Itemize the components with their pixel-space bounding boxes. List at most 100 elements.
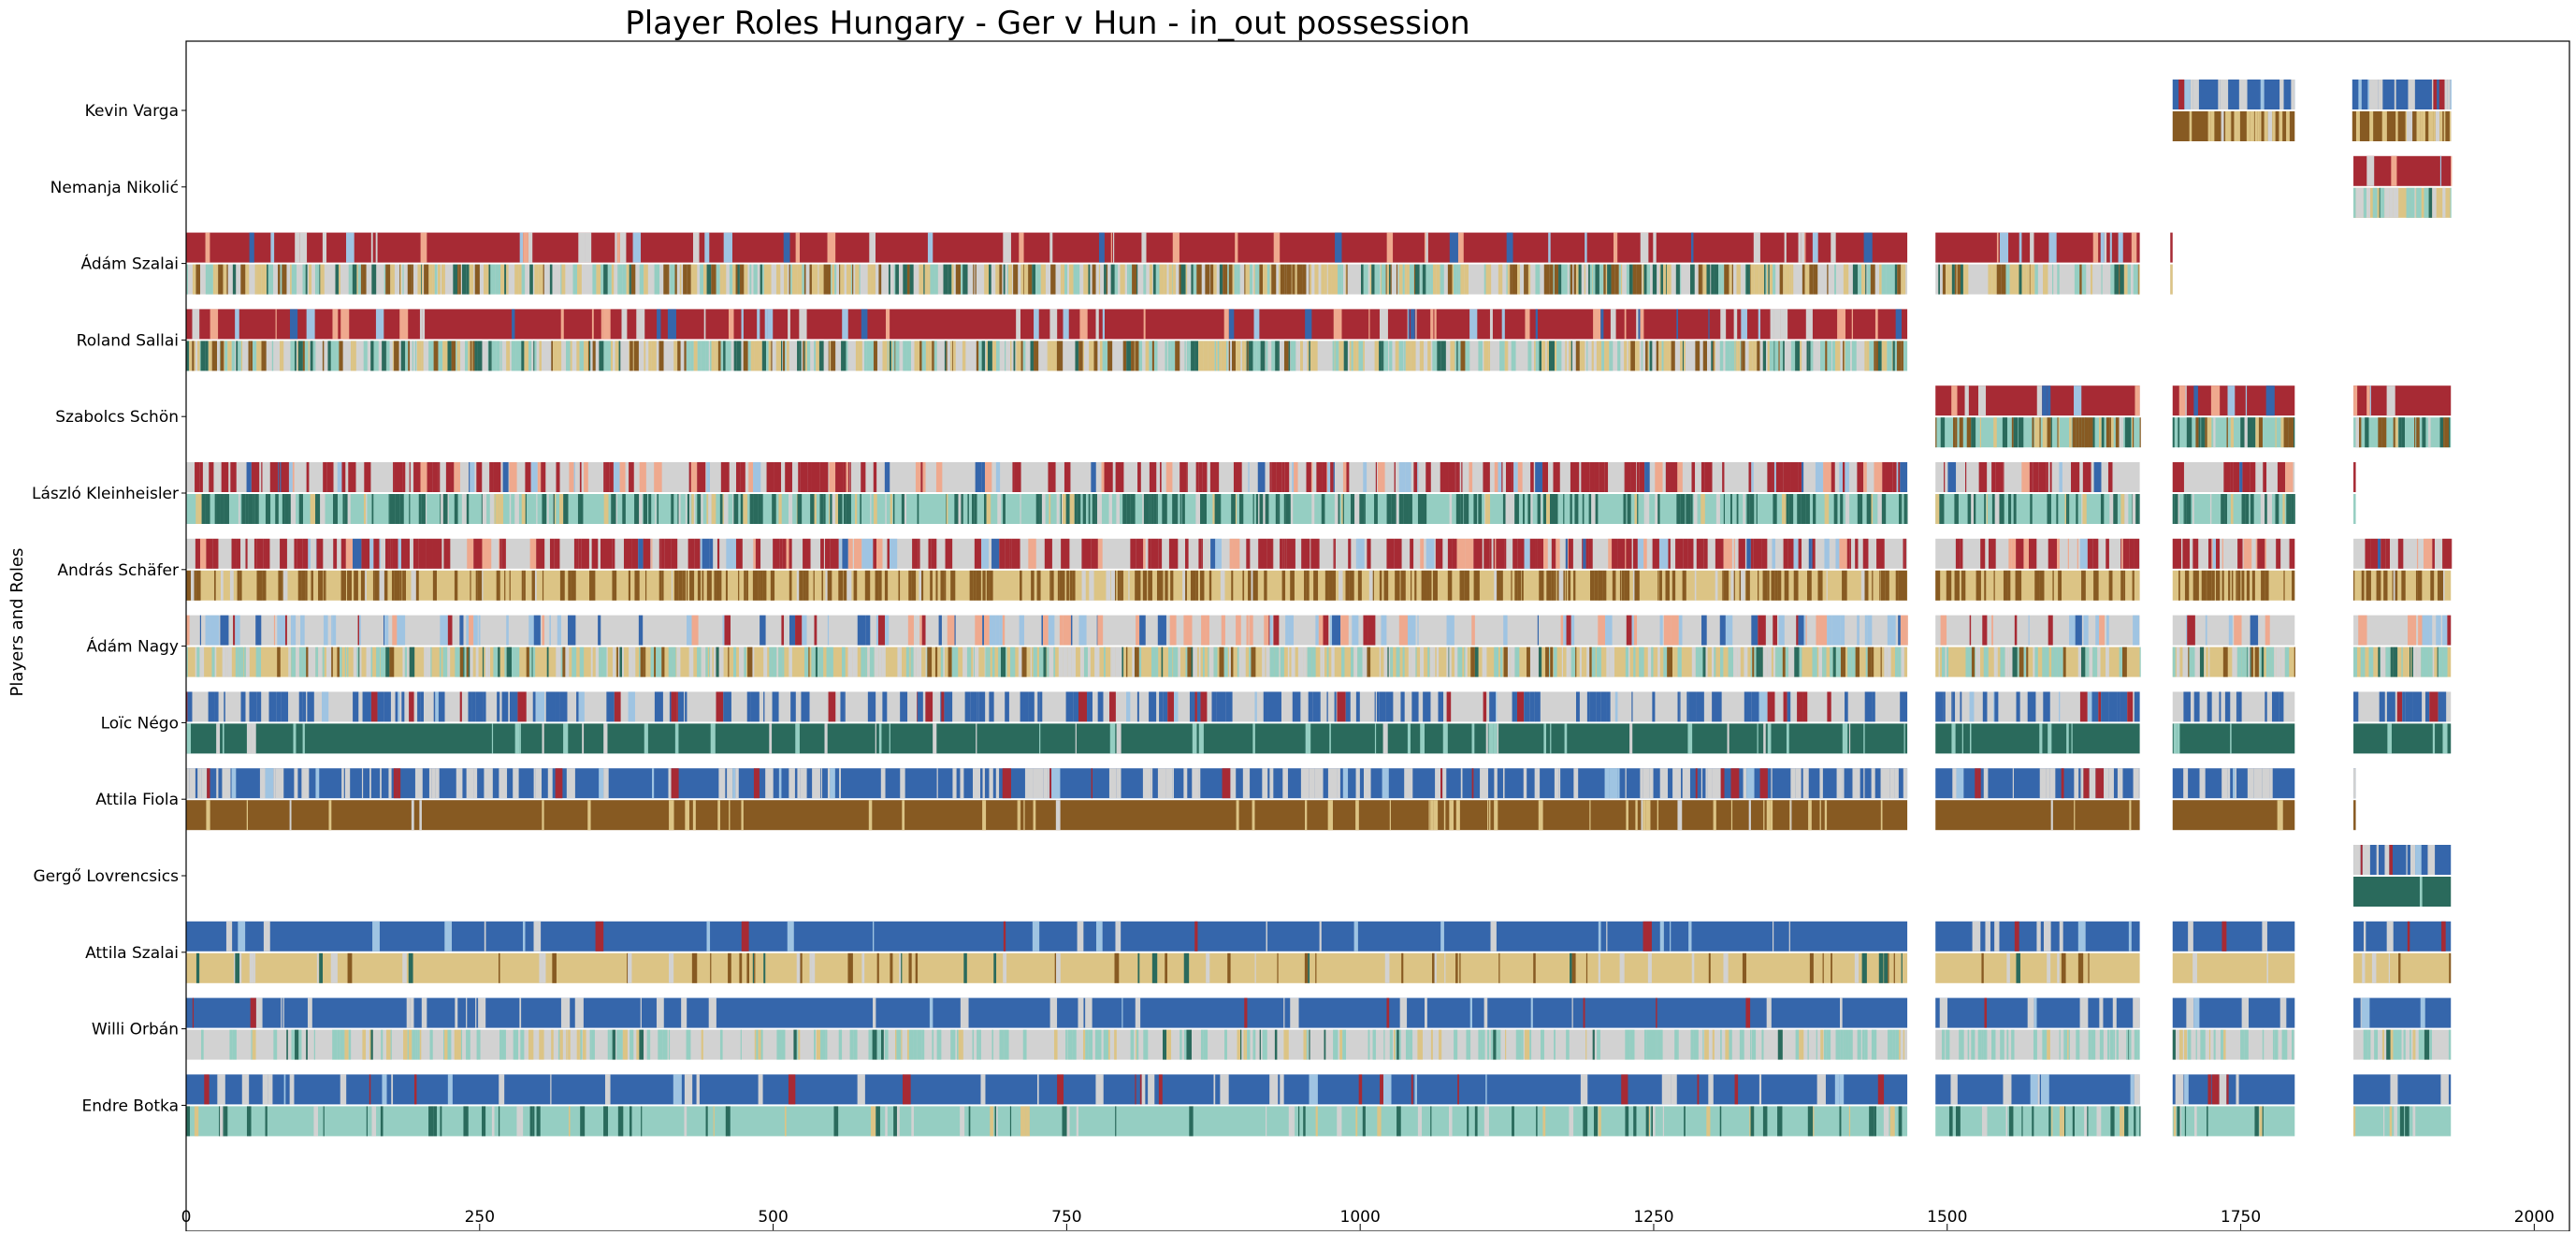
role-interval [1735,341,1737,371]
role-interval [865,647,868,677]
role-interval [1644,462,1650,492]
role-interval [1624,341,1628,371]
role-interval [1527,341,1532,371]
role-interval [1672,570,1676,601]
role-interval [988,647,991,677]
role-interval [2048,615,2053,646]
role-interval [238,647,242,677]
role-interval [958,1029,962,1060]
role-interval [1657,1029,1663,1060]
role-interval [2443,111,2446,141]
role-interval [1185,538,1189,569]
role-interval [2207,570,2212,601]
role-interval [1585,538,1589,569]
role-interval [428,264,433,295]
role-interval [1252,800,1255,831]
role-interval [995,462,1001,492]
role-interval [1639,647,1641,677]
role-interval [782,538,787,569]
role-interval [1762,570,1768,601]
role-interval [239,570,242,601]
role-interval [841,647,845,677]
role-interval [1849,1029,1853,1060]
role-interval [2286,494,2292,524]
role-interval [1179,264,1181,295]
role-interval [2189,111,2192,141]
role-interval [1831,462,1835,492]
role-interval [1887,647,1891,677]
role-interval [2369,111,2374,141]
role-interval [426,647,431,677]
role-interval [529,264,533,295]
role-interval [870,1106,876,1137]
role-interval [1489,800,1491,831]
role-interval [466,997,468,1028]
role-interval [2254,111,2258,141]
role-interval [2007,647,2010,677]
role-interval [1977,1029,1982,1060]
role-interval [690,341,694,371]
role-interval [1760,647,1763,677]
role-interval [483,691,486,722]
role-interval [989,570,993,601]
role-interval [728,952,731,983]
role-interval [1549,341,1556,371]
role-interval [1246,538,1251,569]
role-interval [928,341,931,371]
role-interval [491,1106,495,1137]
role-interval [1417,494,1424,524]
role-interval [1494,647,1499,677]
role-interval [305,647,307,677]
role-interval [673,1074,682,1105]
role-interval [896,1029,901,1060]
role-interval [2224,691,2231,722]
role-interval [1861,952,1867,983]
role-interval [702,570,704,601]
role-interval [1750,538,1754,569]
role-interval [2066,723,2069,754]
role-interval [1122,570,1123,601]
role-interval [1603,264,1606,295]
role-interval [1179,1029,1182,1060]
role-interval [469,615,474,646]
role-interval [475,997,477,1028]
role-interval [1883,341,1888,371]
role-interval [2044,647,2049,677]
role-interval [447,341,452,371]
role-interval [1816,615,1819,646]
role-interval [2138,768,2140,799]
role-interval [1854,952,1860,983]
role-interval [1768,264,1770,295]
role-strip-base [2172,417,2295,448]
role-interval [2052,264,2054,295]
role-interval [1598,952,1600,983]
role-interval [2107,462,2113,492]
role-interval [2194,570,2199,601]
role-interval [639,494,643,524]
role-interval [454,494,458,524]
role-interval [1010,647,1016,677]
role-interval [1375,462,1378,492]
role-interval [1456,264,1459,295]
role-interval [530,647,532,677]
role-interval [673,647,676,677]
role-interval [1864,570,1869,601]
role-interval [1700,494,1705,524]
role-interval [1719,1106,1722,1137]
role-interval [1138,341,1143,371]
role-interval [365,570,367,601]
role-interval [861,647,866,677]
role-interval [895,341,900,371]
role-interval [946,494,948,524]
role-interval [710,341,712,371]
role-interval [1192,768,1199,799]
role-interval [1043,768,1049,799]
role-interval [1823,462,1831,492]
role-interval [1306,570,1309,601]
role-interval [2366,155,2375,186]
role-interval [1667,341,1672,371]
role-interval [323,462,327,492]
role-interval [2422,417,2426,448]
role-interval [2075,615,2082,646]
role-interval [816,341,818,371]
